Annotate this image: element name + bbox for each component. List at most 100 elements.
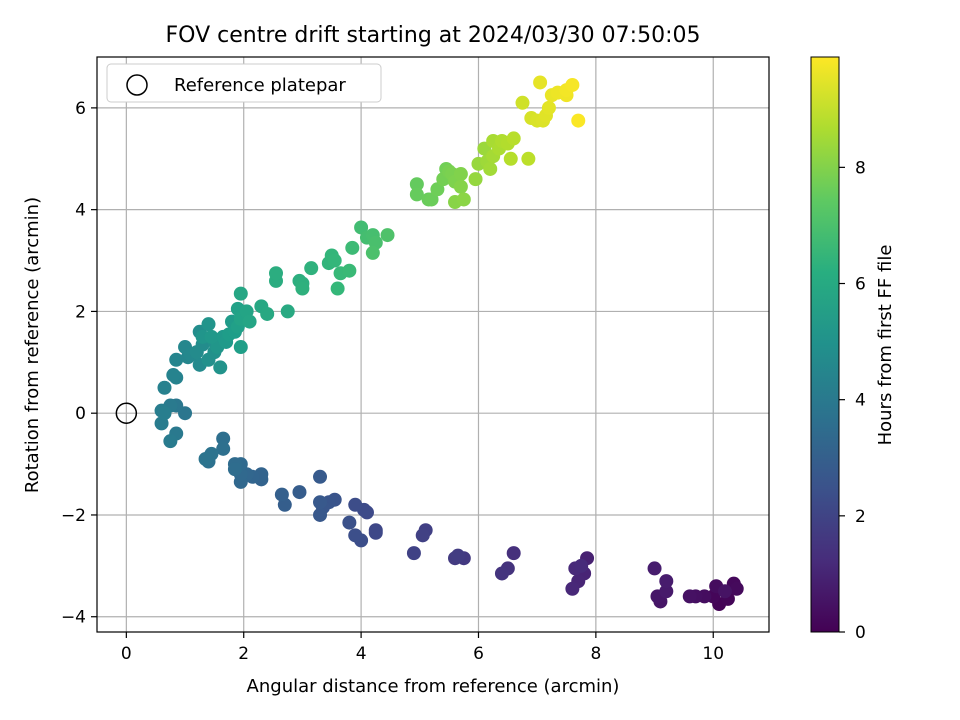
data-point: [729, 581, 744, 596]
data-point: [342, 263, 357, 278]
data-point: [574, 558, 589, 573]
data-point: [659, 574, 674, 589]
data-point: [503, 151, 518, 166]
y-tick-label: −2: [61, 506, 86, 526]
data-point: [327, 253, 342, 268]
data-point: [166, 368, 181, 383]
data-point: [533, 75, 548, 90]
data-point: [541, 100, 556, 115]
plot-frame: [96, 56, 770, 633]
data-point: [198, 451, 213, 466]
y-axis-label: Rotation from reference (arcmin): [22, 197, 43, 493]
data-point: [409, 187, 424, 202]
x-axis-ticks: 0 2 4 6 8 10: [121, 632, 724, 664]
data-point: [682, 589, 697, 604]
data-point: [269, 266, 284, 281]
reference-platepar-marker: [115, 402, 138, 424]
y-axis-ticks: −4 −2 0 2 4 6: [61, 99, 97, 628]
data-point: [415, 528, 430, 543]
legend-marker-icon: [126, 74, 148, 96]
x-tick-label: 10: [702, 644, 724, 664]
data-point: [409, 177, 424, 192]
data-point: [521, 151, 536, 166]
data-point: [424, 192, 439, 207]
y-tick-label: 0: [75, 404, 86, 424]
data-point: [380, 228, 395, 243]
data-point: [330, 281, 345, 296]
data-point: [342, 515, 357, 530]
data-point: [453, 179, 468, 194]
chart-title: FOV centre drift starting at 2024/03/30 …: [166, 23, 701, 48]
data-point: [571, 113, 586, 128]
data-point: [213, 360, 228, 375]
data-point: [313, 495, 328, 510]
data-point: [453, 167, 468, 182]
data-point: [169, 352, 184, 367]
data-point: [506, 546, 521, 561]
legend-entry: Reference platepar: [174, 75, 346, 96]
x-tick-label: 2: [238, 644, 249, 664]
data-point: [292, 485, 307, 500]
x-tick-label: 6: [473, 644, 484, 664]
data-point: [157, 406, 172, 421]
data-point: [348, 497, 363, 512]
data-point: [280, 304, 295, 319]
x-axis-label: Angular distance from reference (arcmin): [247, 676, 620, 697]
colorbar-tick-label: 8: [855, 158, 866, 178]
y-tick-label: 4: [75, 201, 86, 221]
reference-marker: [115, 402, 138, 424]
x-tick-label: 0: [121, 644, 132, 664]
y-tick-label: 2: [75, 302, 86, 322]
legend-box: [106, 63, 382, 103]
y-tick-label: 6: [75, 99, 86, 119]
data-point: [227, 462, 242, 477]
data-point: [313, 469, 328, 484]
data-point: [163, 434, 178, 449]
data-point: [304, 261, 319, 276]
data-point: [450, 548, 465, 563]
data-point: [242, 314, 257, 329]
data-point: [456, 192, 471, 207]
data-point: [565, 77, 580, 92]
data-point: [345, 240, 360, 255]
data-point: [157, 380, 172, 395]
data-point: [348, 528, 363, 543]
data-point: [483, 161, 498, 176]
data-point: [233, 340, 248, 355]
colorbar-tick-label: 0: [855, 623, 866, 643]
x-tick-label: 4: [356, 644, 367, 664]
colorbar-tick-label: 6: [855, 275, 866, 295]
data-point: [368, 525, 383, 540]
data-point: [365, 245, 380, 260]
data-point: [494, 566, 509, 581]
legend: Reference platepar: [106, 63, 382, 103]
colorbar-ticks: 0 2 4 6 8: [839, 158, 866, 643]
data-point: [565, 581, 580, 596]
data-point: [233, 286, 248, 301]
data-point: [406, 546, 421, 561]
data-point: [468, 172, 483, 187]
data-points: [154, 75, 744, 612]
data-point: [515, 95, 530, 110]
colorbar: 0 2 4 6 8 Hours from first FF file: [810, 56, 896, 643]
data-point: [216, 431, 231, 446]
colorbar-label: Hours from first FF file: [875, 245, 896, 446]
y-tick-label: −4: [61, 608, 86, 628]
data-point: [659, 584, 674, 599]
data-point: [506, 131, 521, 146]
colorbar-tick-label: 4: [855, 391, 866, 411]
data-point: [647, 561, 662, 576]
grid-lines: [97, 57, 769, 632]
data-point: [201, 317, 216, 332]
data-point: [430, 182, 445, 197]
data-point: [260, 306, 275, 321]
colorbar-gradient: [810, 56, 840, 633]
data-point: [274, 487, 289, 502]
data-point: [216, 441, 231, 456]
data-point: [717, 584, 732, 599]
colorbar-tick-label: 2: [855, 507, 866, 527]
data-point: [354, 220, 369, 235]
data-point: [313, 507, 328, 522]
data-point: [295, 281, 310, 296]
